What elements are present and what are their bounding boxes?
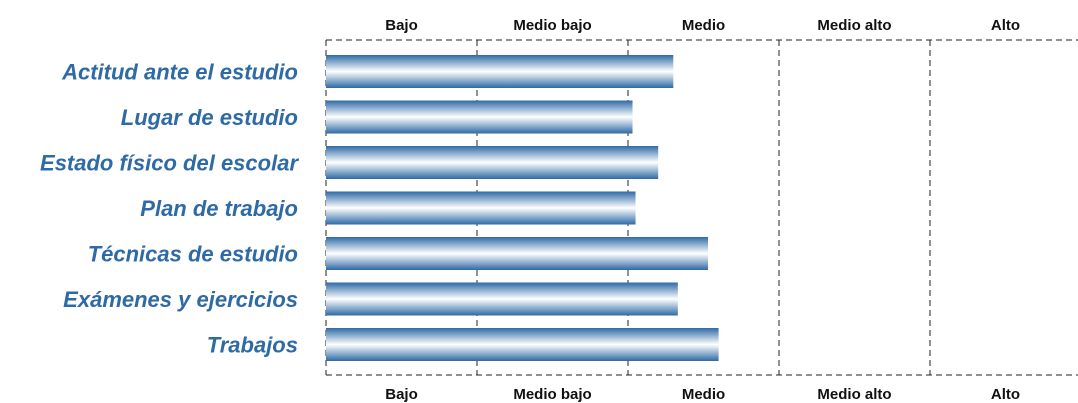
band-labels-top: Bajo Medio bajo Medio Medio alto Alto <box>385 17 1020 34</box>
bar-2 <box>326 146 659 179</box>
category-label-0: Actitud ante el estudio <box>61 60 298 85</box>
band-label-top-3: Medio alto <box>817 17 891 34</box>
bar-5 <box>326 282 678 316</box>
category-label-5: Exámenes y ejercicios <box>63 287 298 312</box>
category-label-2: Estado físico del escolar <box>40 151 299 176</box>
grid-lines <box>325 39 1078 376</box>
band-label-top-4: Alto <box>991 17 1020 34</box>
band-label-bottom-3: Medio alto <box>817 386 891 403</box>
band-label-top-2: Medio <box>682 17 725 34</box>
bar-4 <box>326 237 709 270</box>
band-label-bottom-0: Bajo <box>385 386 418 403</box>
bar-6 <box>326 328 719 361</box>
category-label-4: Técnicas de estudio <box>88 242 298 267</box>
band-label-bottom-2: Medio <box>682 386 725 403</box>
band-labels-bottom: Bajo Medio bajo Medio Medio alto Alto <box>385 386 1020 403</box>
band-label-bottom-1: Medio bajo <box>513 386 591 403</box>
category-label-1: Lugar de estudio <box>121 105 298 130</box>
category-label-3: Plan de trabajo <box>140 196 298 221</box>
bar-1 <box>326 100 633 134</box>
band-label-bottom-4: Alto <box>991 386 1020 403</box>
category-label-6: Trabajos <box>207 333 298 358</box>
category-labels: Actitud ante el estudio Lugar de estudio E… <box>40 60 299 358</box>
bar-0 <box>326 55 674 88</box>
bar-3 <box>326 191 636 225</box>
band-label-top-0: Bajo <box>385 17 418 34</box>
bars <box>326 55 719 361</box>
band-label-top-1: Medio bajo <box>513 17 591 34</box>
